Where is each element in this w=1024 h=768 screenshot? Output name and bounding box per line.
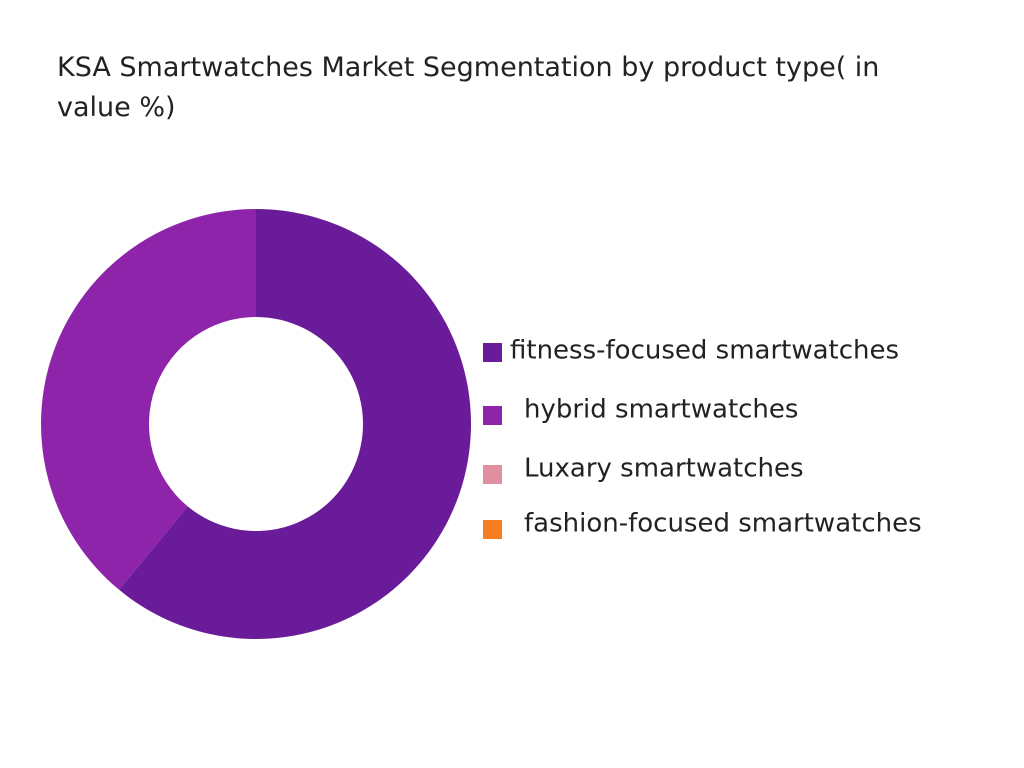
legend-label: hybrid smartwatches <box>524 395 798 425</box>
legend-swatch <box>483 465 502 484</box>
legend-label: fashion-focused smartwatches <box>524 509 922 539</box>
legend-label: Luxary smartwatches <box>524 454 804 484</box>
legend-swatch <box>483 520 502 539</box>
legend-swatch <box>483 406 502 425</box>
donut-slice <box>118 209 472 640</box>
chart-title: KSA Smartwatches Market Segmentation by … <box>57 52 880 123</box>
donut-slice <box>41 209 256 590</box>
legend-swatch <box>483 343 502 362</box>
legend-label: fitness-focused smartwatches <box>510 336 899 366</box>
